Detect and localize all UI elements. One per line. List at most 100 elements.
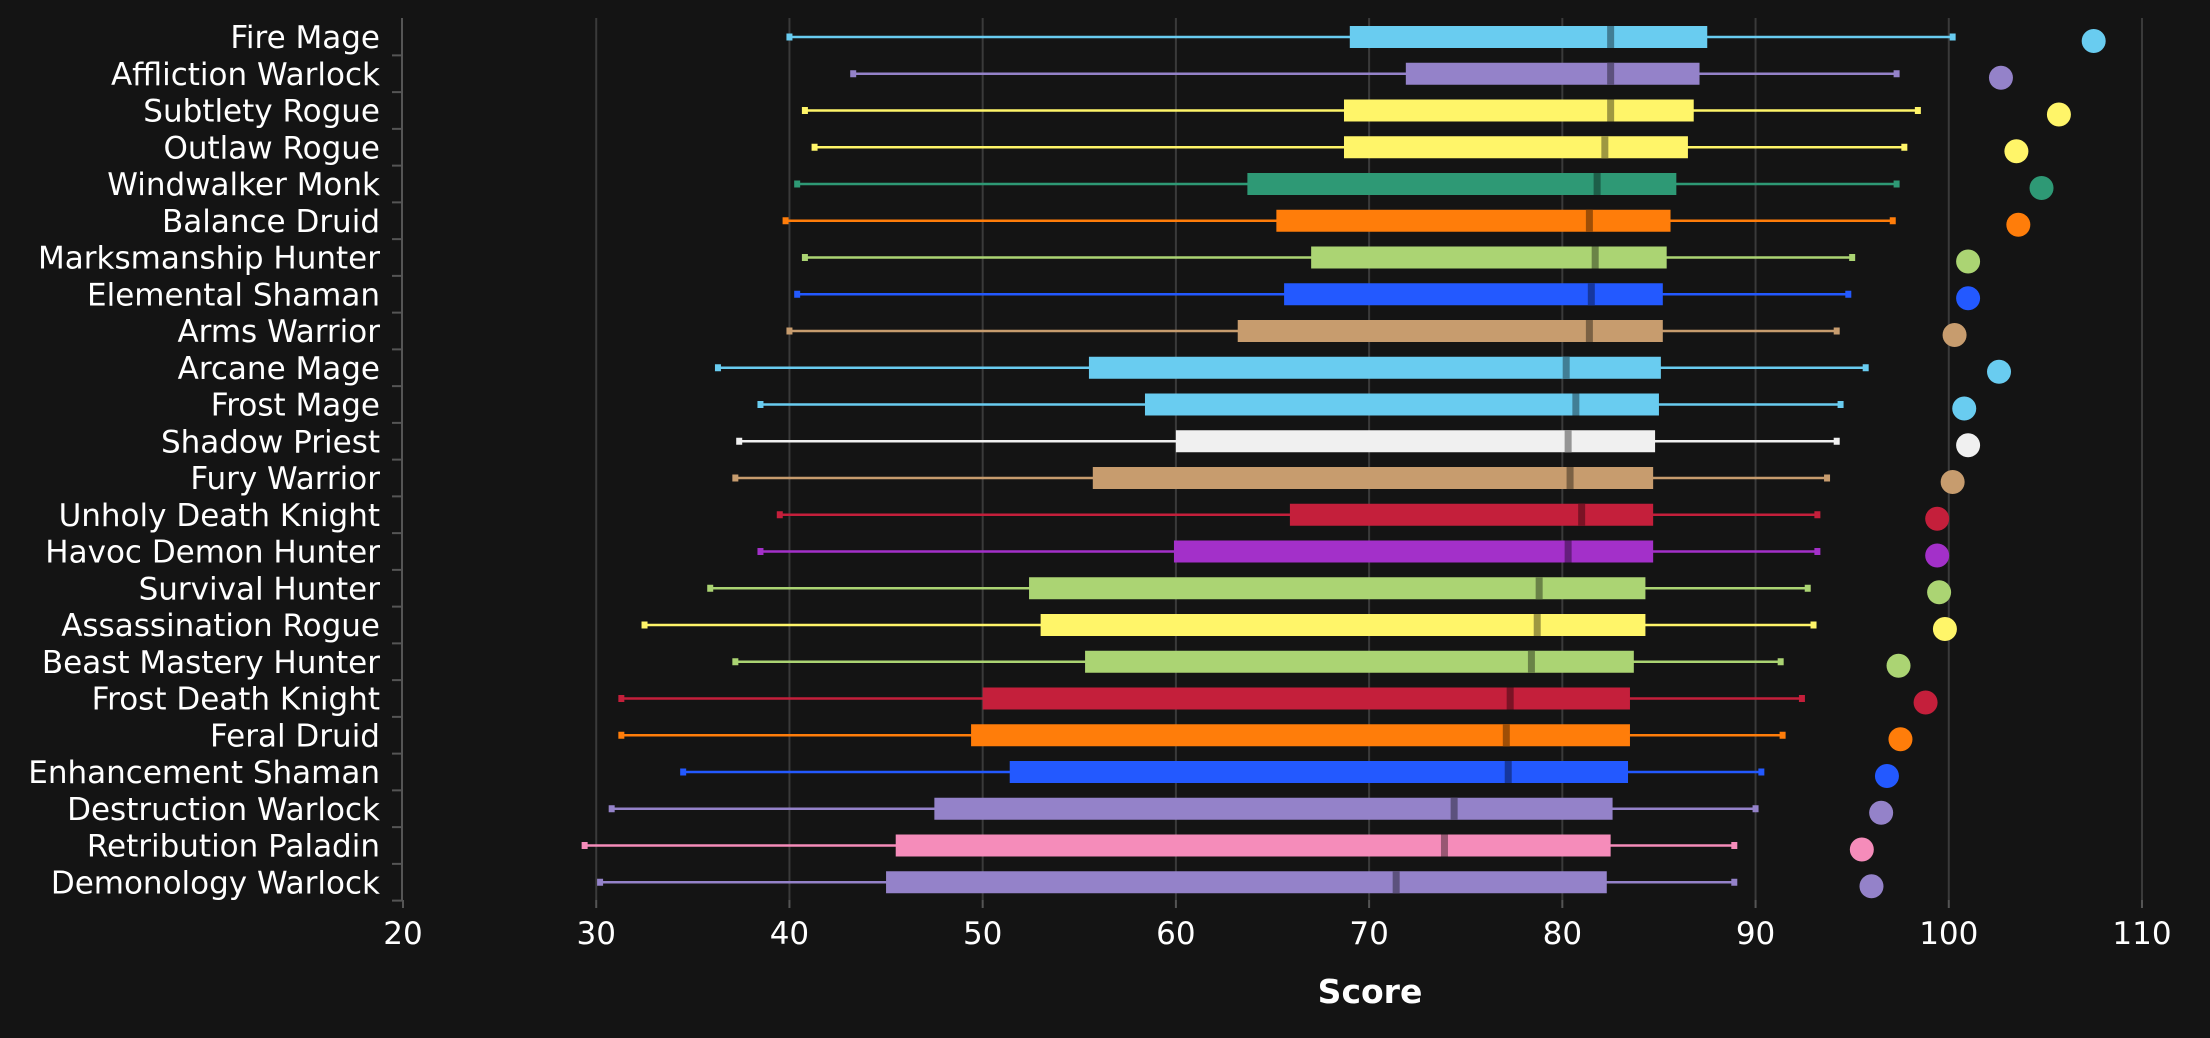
whisker-max-cap xyxy=(1893,70,1900,78)
row-balance-druid xyxy=(782,209,2031,237)
x-tick-label: 40 xyxy=(770,916,809,952)
whisker-min-cap xyxy=(782,217,789,225)
top-score-dot xyxy=(2081,29,2106,53)
iqr-box xyxy=(1092,467,1654,489)
category-label: Assassination Rogue xyxy=(61,608,380,644)
whisker-min-cap xyxy=(801,254,808,261)
category-label: Destruction Warlock xyxy=(67,792,380,828)
grid-lines xyxy=(595,18,2143,900)
category-label: Unholy Death Knight xyxy=(59,498,380,534)
iqr-box xyxy=(895,834,1611,857)
row-enhancement-shaman xyxy=(680,761,1899,788)
top-score-dot xyxy=(1988,65,2013,90)
top-score-dot xyxy=(1942,323,1967,347)
x-tick-label: 110 xyxy=(2112,916,2171,952)
row-demonology-warlock xyxy=(597,871,1884,899)
row-survival-hunter xyxy=(707,577,1952,605)
median-marker xyxy=(1585,320,1593,342)
whisker-min-cap xyxy=(794,290,801,298)
median-marker xyxy=(1440,834,1448,857)
plot-rows xyxy=(581,26,2106,899)
median-marker xyxy=(1572,393,1580,416)
whisker-max-cap xyxy=(1752,805,1759,813)
category-label: Survival Hunter xyxy=(139,571,381,607)
iqr-box xyxy=(1085,650,1634,673)
iqr-box xyxy=(1311,246,1667,269)
median-marker xyxy=(1578,503,1586,526)
median-marker xyxy=(1585,209,1593,232)
median-marker xyxy=(1502,724,1510,747)
iqr-box xyxy=(971,724,1630,747)
category-label: Subtlety Rogue xyxy=(143,94,380,130)
category-label: Fury Warrior xyxy=(190,461,380,497)
iqr-box xyxy=(1247,173,1677,195)
median-marker xyxy=(1607,26,1615,48)
row-frost-mage xyxy=(757,393,1977,421)
whisker-min-cap xyxy=(732,474,739,482)
category-label: Arms Warrior xyxy=(177,314,380,350)
whisker-max-cap xyxy=(1779,731,1786,739)
iqr-box xyxy=(1289,503,1654,526)
row-fury-warrior xyxy=(732,467,1965,494)
whisker-min-cap xyxy=(714,364,721,372)
iqr-box xyxy=(1405,62,1700,85)
whisker-max-cap xyxy=(1901,143,1908,151)
whisker-max-cap xyxy=(1849,254,1856,261)
median-marker xyxy=(1506,687,1514,710)
x-tick-label: 60 xyxy=(1156,916,1195,952)
iqr-box xyxy=(1009,761,1629,783)
whisker-max-cap xyxy=(1731,878,1738,886)
top-score-dot xyxy=(1869,800,1894,825)
row-feral-druid xyxy=(618,724,1913,752)
top-score-dot xyxy=(1956,286,1981,311)
whisker-min-cap xyxy=(811,143,818,151)
iqr-box xyxy=(982,687,1630,710)
median-marker xyxy=(1392,871,1400,894)
row-frost-death-knight xyxy=(618,687,1938,715)
row-elemental-shaman xyxy=(794,283,1981,311)
row-outlaw-rogue xyxy=(811,136,2029,164)
category-label: Elemental Shaman xyxy=(87,277,380,313)
category-label: Balance Druid xyxy=(162,204,380,240)
top-score-dot xyxy=(1940,470,1965,494)
row-retribution-paladin xyxy=(581,834,1874,862)
whisker-max-cap xyxy=(1949,33,1956,41)
median-marker xyxy=(1587,283,1595,306)
whisker-max-cap xyxy=(1810,621,1817,629)
x-tick-label: 30 xyxy=(576,916,615,952)
top-score-dot xyxy=(1956,249,1981,274)
iqr-box xyxy=(1173,540,1654,563)
top-score-dot xyxy=(1913,690,1938,715)
x-tick-label: 20 xyxy=(383,916,422,952)
x-tick-label: 70 xyxy=(1349,916,1388,952)
whisker-min-cap xyxy=(757,548,764,555)
median-marker xyxy=(1564,430,1572,453)
x-tick-label: 50 xyxy=(963,916,1002,952)
top-score-dot xyxy=(2004,139,2029,164)
top-score-dot xyxy=(2029,176,2054,200)
whisker-min-cap xyxy=(786,33,793,41)
whisker-max-cap xyxy=(1837,401,1844,408)
category-label: Frost Death Knight xyxy=(92,682,380,718)
whisker-min-cap xyxy=(597,878,604,886)
iqr-box xyxy=(1343,99,1694,122)
row-arms-warrior xyxy=(786,320,1967,347)
x-tick-label: 90 xyxy=(1736,916,1775,952)
top-score-dot xyxy=(1874,764,1899,788)
whisker-max-cap xyxy=(1889,217,1896,225)
median-marker xyxy=(1527,650,1535,673)
top-score-dot xyxy=(1849,837,1874,862)
median-marker xyxy=(1535,577,1543,600)
category-label: Retribution Paladin xyxy=(87,829,380,865)
median-marker xyxy=(1450,797,1458,820)
whisker-min-cap xyxy=(786,327,793,335)
whisker-min-cap xyxy=(794,180,801,188)
iqr-box xyxy=(1284,283,1663,306)
iqr-box xyxy=(1040,614,1646,636)
whisker-min-cap xyxy=(618,695,625,702)
top-score-dot xyxy=(2006,212,2031,237)
iqr-box xyxy=(1175,430,1656,453)
